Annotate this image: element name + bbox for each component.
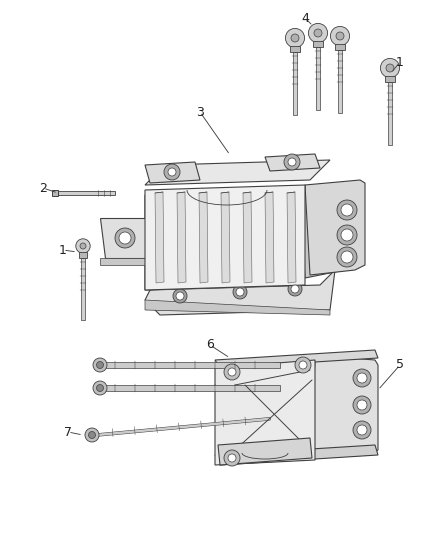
Circle shape xyxy=(291,285,299,293)
Polygon shape xyxy=(215,445,378,465)
Polygon shape xyxy=(215,360,315,465)
Circle shape xyxy=(119,232,131,244)
Polygon shape xyxy=(145,185,305,290)
Polygon shape xyxy=(310,355,378,458)
Circle shape xyxy=(299,361,307,369)
Text: 5: 5 xyxy=(396,359,404,372)
Polygon shape xyxy=(290,46,300,52)
Circle shape xyxy=(85,428,99,442)
Polygon shape xyxy=(100,362,280,368)
Polygon shape xyxy=(300,183,345,278)
Polygon shape xyxy=(293,52,297,115)
Circle shape xyxy=(93,358,107,372)
Circle shape xyxy=(228,368,236,376)
Polygon shape xyxy=(313,41,323,47)
Circle shape xyxy=(115,228,135,248)
Circle shape xyxy=(96,361,103,368)
Polygon shape xyxy=(52,190,58,196)
Circle shape xyxy=(337,200,357,220)
Circle shape xyxy=(386,64,394,72)
Polygon shape xyxy=(305,180,365,275)
Polygon shape xyxy=(265,154,320,171)
Polygon shape xyxy=(81,258,85,320)
Circle shape xyxy=(341,229,353,241)
Polygon shape xyxy=(388,82,392,145)
Polygon shape xyxy=(316,47,320,110)
Circle shape xyxy=(353,369,371,387)
Polygon shape xyxy=(338,50,342,113)
Circle shape xyxy=(357,400,367,410)
Circle shape xyxy=(88,432,95,439)
Circle shape xyxy=(176,292,184,300)
Polygon shape xyxy=(218,438,312,465)
Circle shape xyxy=(288,282,302,296)
Circle shape xyxy=(168,168,176,176)
Circle shape xyxy=(96,384,103,392)
Polygon shape xyxy=(215,350,378,368)
Circle shape xyxy=(93,381,107,395)
Circle shape xyxy=(286,28,304,47)
Circle shape xyxy=(314,29,322,37)
Polygon shape xyxy=(220,360,315,460)
Circle shape xyxy=(236,288,244,296)
Circle shape xyxy=(76,239,90,253)
Polygon shape xyxy=(100,385,280,391)
Circle shape xyxy=(291,34,299,42)
Circle shape xyxy=(341,251,353,263)
Circle shape xyxy=(357,373,367,383)
Circle shape xyxy=(233,285,247,299)
Circle shape xyxy=(380,59,399,78)
Polygon shape xyxy=(145,162,200,183)
Text: 7: 7 xyxy=(64,425,72,439)
Circle shape xyxy=(336,32,344,40)
Polygon shape xyxy=(145,190,185,290)
Polygon shape xyxy=(335,44,345,50)
Polygon shape xyxy=(145,160,330,185)
Polygon shape xyxy=(287,192,296,283)
Text: 2: 2 xyxy=(39,182,47,195)
Text: 3: 3 xyxy=(196,106,204,118)
Polygon shape xyxy=(58,191,115,195)
Circle shape xyxy=(288,158,296,166)
Polygon shape xyxy=(199,192,208,283)
Circle shape xyxy=(224,450,240,466)
Polygon shape xyxy=(155,192,164,283)
Text: 1: 1 xyxy=(396,55,404,69)
Polygon shape xyxy=(177,192,186,283)
Circle shape xyxy=(228,454,236,462)
Circle shape xyxy=(337,225,357,245)
Text: 4: 4 xyxy=(301,12,309,25)
Polygon shape xyxy=(243,192,252,283)
Circle shape xyxy=(80,243,86,249)
Circle shape xyxy=(164,164,180,180)
Circle shape xyxy=(330,27,350,46)
Polygon shape xyxy=(100,258,150,265)
Polygon shape xyxy=(145,300,330,315)
Circle shape xyxy=(224,364,240,380)
Circle shape xyxy=(353,421,371,439)
Circle shape xyxy=(308,23,328,43)
Polygon shape xyxy=(145,270,335,315)
Polygon shape xyxy=(100,218,150,258)
Polygon shape xyxy=(265,192,274,283)
Circle shape xyxy=(284,154,300,170)
Circle shape xyxy=(341,204,353,216)
Circle shape xyxy=(357,425,367,435)
Circle shape xyxy=(353,396,371,414)
Polygon shape xyxy=(221,192,230,283)
Polygon shape xyxy=(385,76,395,82)
Text: 1: 1 xyxy=(59,244,67,256)
Text: 6: 6 xyxy=(206,338,214,351)
Circle shape xyxy=(295,357,311,373)
Circle shape xyxy=(173,289,187,303)
Circle shape xyxy=(337,247,357,267)
Polygon shape xyxy=(79,252,87,258)
